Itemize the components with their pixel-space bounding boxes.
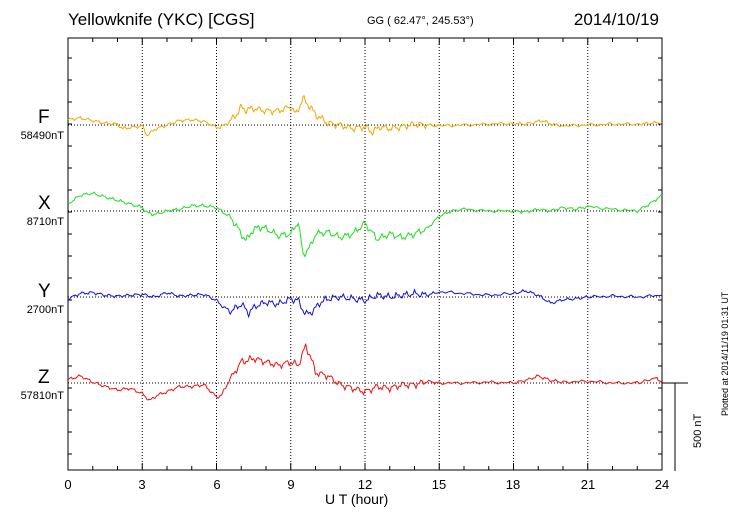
x-tick-label: 12	[357, 477, 373, 492]
series-label-z: Z	[38, 367, 50, 388]
x-tick-label: 24	[654, 477, 670, 492]
scale-bar	[662, 382, 688, 471]
scale-bar-label: 500 nT	[692, 413, 704, 448]
series-baseline-z: 57810nT	[20, 390, 64, 402]
series-label-f: F	[38, 107, 50, 128]
station-title: Yellowknife (YKC) [CGS]	[68, 10, 255, 29]
series-label-x: X	[38, 193, 51, 214]
series-baseline-f: 58490nT	[20, 130, 64, 142]
series-baseline-x: 8710nT	[26, 216, 64, 228]
series-layer	[67, 95, 663, 401]
plot-date: 2014/10/19	[573, 10, 659, 29]
x-tick-label: 3	[138, 477, 146, 492]
series-line-f	[67, 95, 663, 137]
x-tick-label: 21	[580, 477, 596, 492]
grid	[68, 38, 662, 470]
station-coordinates: GG ( 62.47°, 245.53°)	[367, 15, 474, 27]
plot-frame	[67, 37, 663, 471]
series-line-x	[67, 191, 663, 258]
series-line-z	[67, 343, 663, 401]
x-tick-label: 6	[213, 477, 221, 492]
x-tick-label: 9	[287, 477, 295, 492]
series-baseline-y: 2700nT	[26, 304, 64, 316]
plotted-timestamp: Plotted at 2014/11/19 01:31 UT	[720, 291, 730, 416]
series-label-y: Y	[38, 281, 51, 302]
x-tick-label: 0	[64, 477, 72, 492]
x-tick-label: 15	[431, 477, 447, 492]
x-tick-label: 18	[505, 477, 521, 492]
series-line-y	[67, 288, 663, 319]
x-axis-label: U T (hour)	[325, 491, 389, 507]
